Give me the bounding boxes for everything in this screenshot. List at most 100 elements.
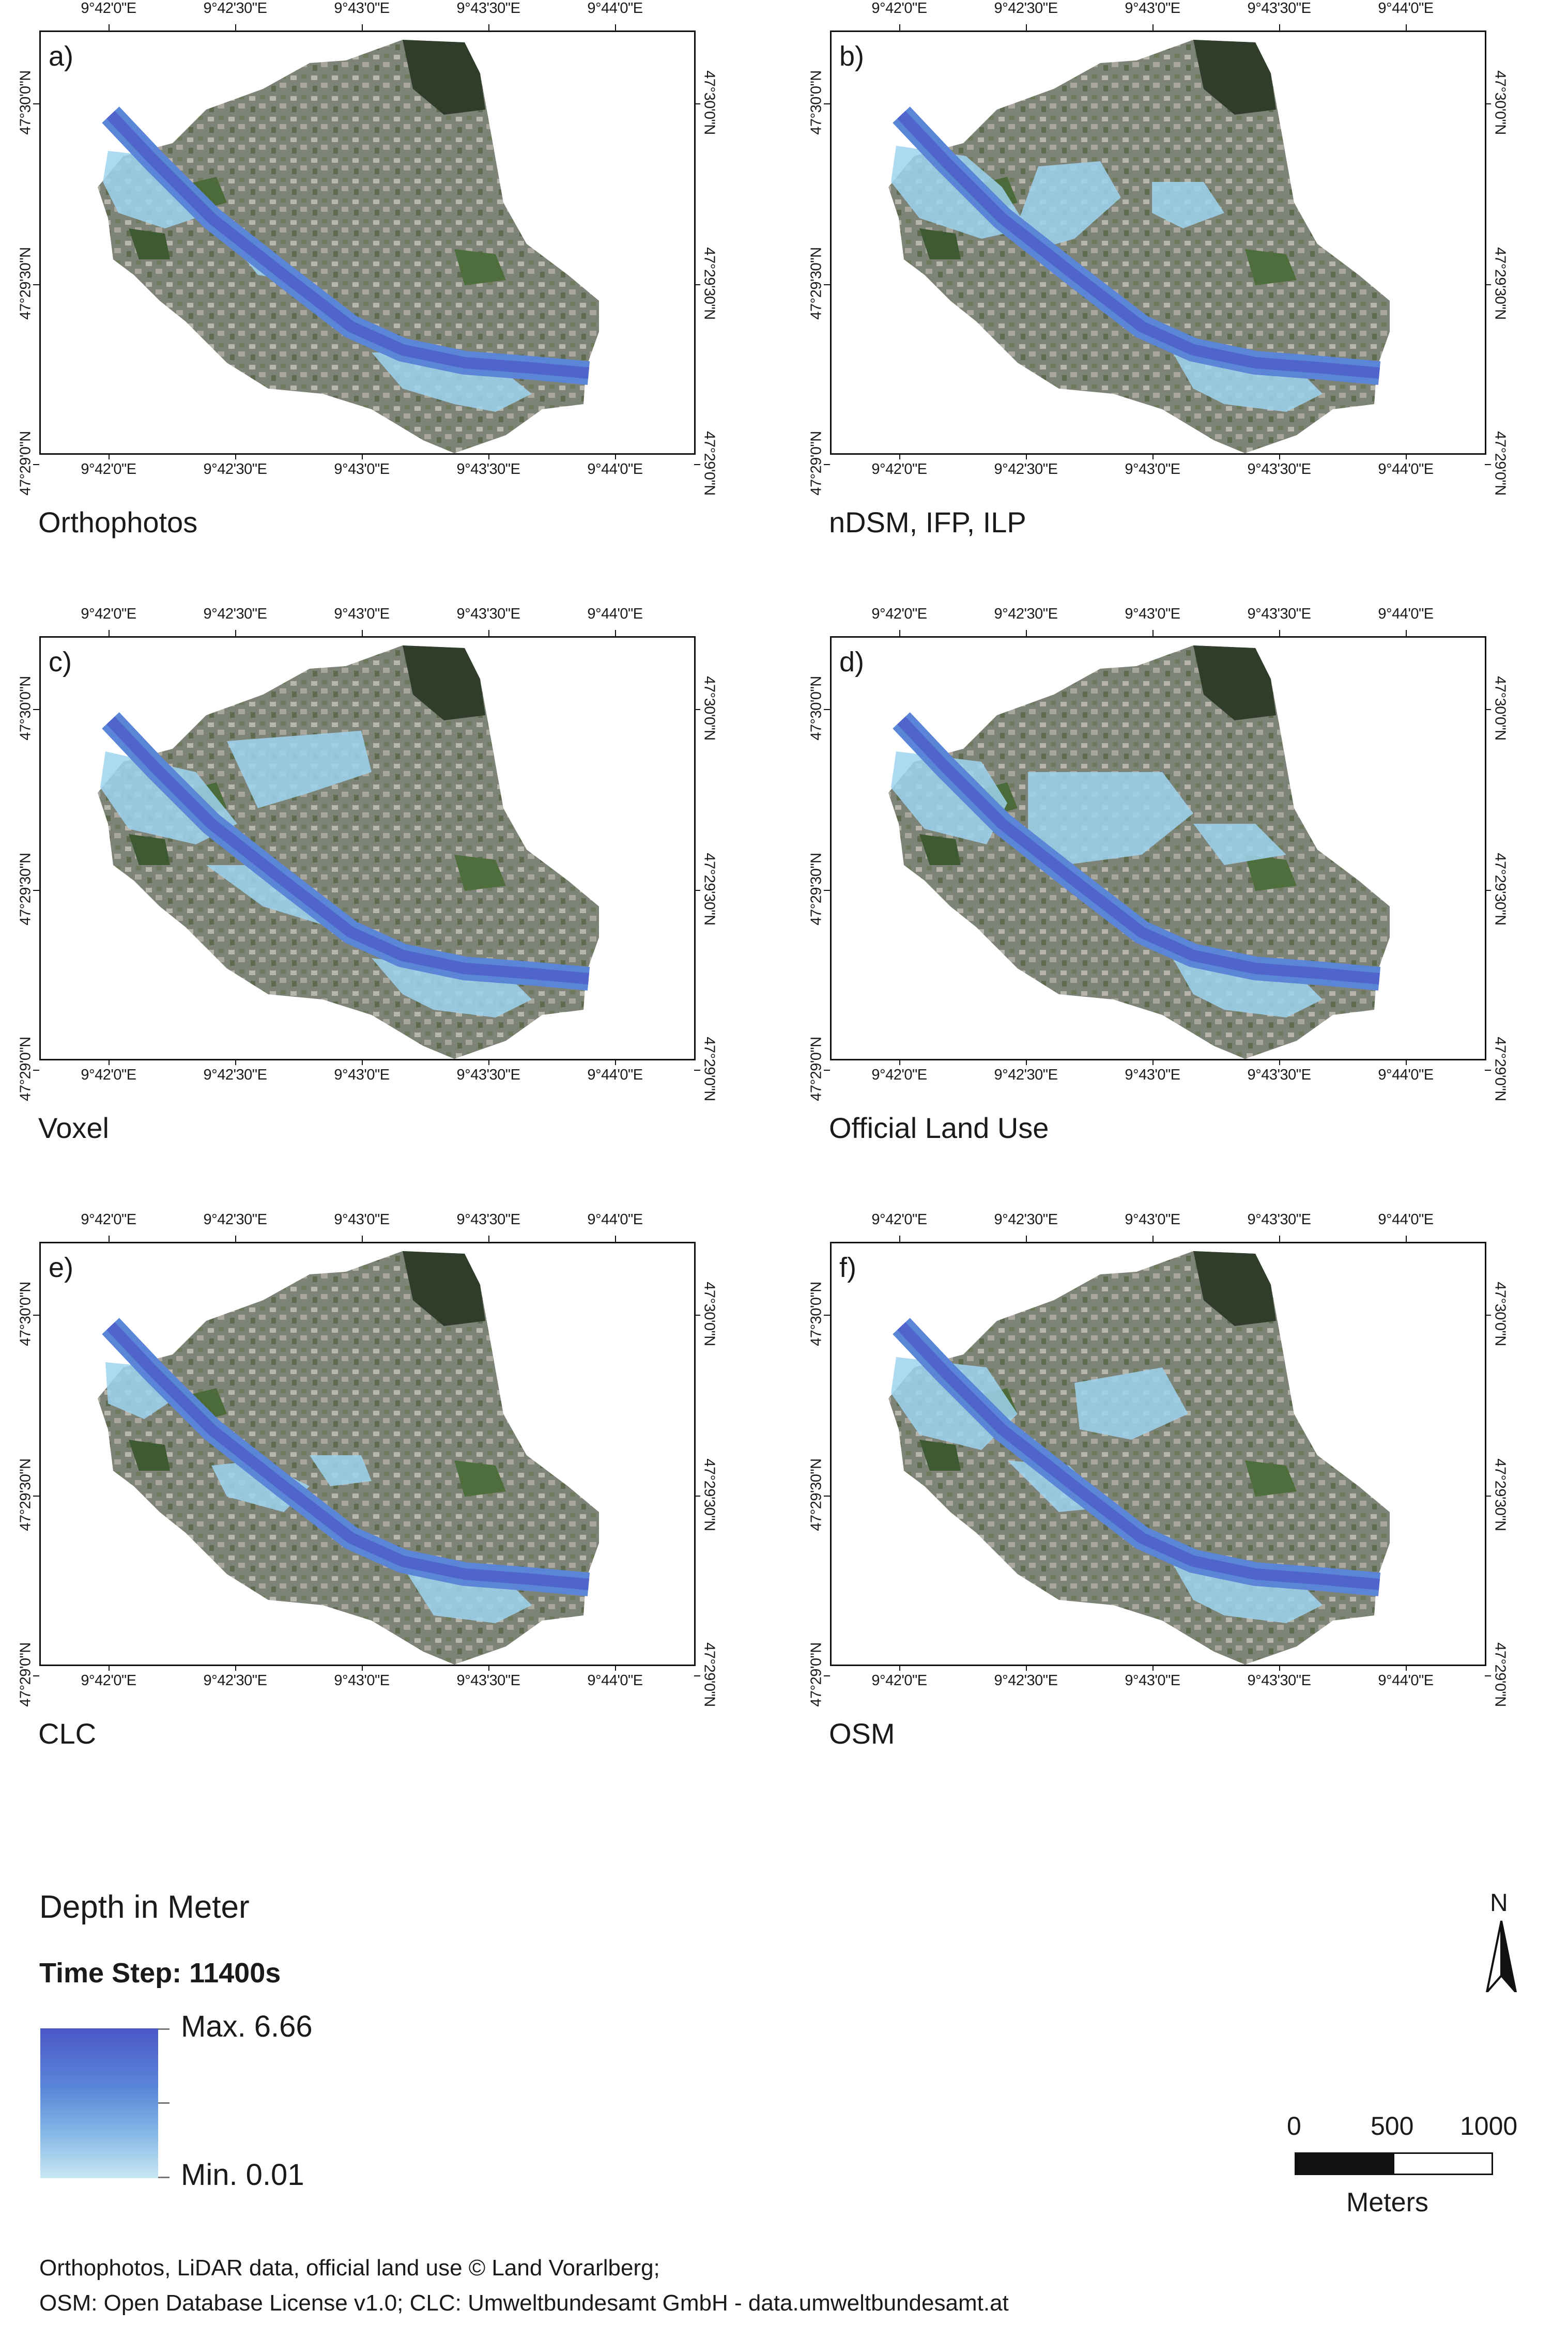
- bottom-lon-tick-label: 9°43'0"E: [1125, 461, 1180, 477]
- panel-letter: e): [49, 1252, 74, 1283]
- bottom-lon-tick-label: 9°42'30"E: [994, 1672, 1058, 1689]
- frame-tick: [235, 1236, 236, 1242]
- frame-tick: [1279, 1059, 1280, 1065]
- left-lat-tick-label: 47°29'0"N: [17, 1037, 34, 1101]
- frame-tick: [1485, 1070, 1491, 1071]
- frame-tick: [362, 453, 363, 459]
- left-lat-tick-label: 47°29'0"N: [808, 1642, 825, 1707]
- frame-tick: [1026, 630, 1027, 636]
- scale-label-500: 500: [1371, 2112, 1414, 2140]
- frame-tick: [1279, 1665, 1280, 1671]
- frame-tick: [488, 1236, 489, 1242]
- left-lat-tick-label: 47°30'0"N: [808, 676, 825, 741]
- bottom-lon-tick-label: 9°42'30"E: [994, 1067, 1058, 1083]
- frame-tick: [109, 1665, 110, 1671]
- frame-tick: [235, 1665, 236, 1671]
- field-area: [129, 834, 170, 865]
- frame-tick: [694, 709, 700, 710]
- bottom-lon-tick-label: 9°42'0"E: [871, 1672, 927, 1689]
- map-frame: [39, 636, 696, 1060]
- frame-tick: [1152, 24, 1154, 30]
- flood-map: [98, 645, 599, 1059]
- legend-tick-mid: [158, 2102, 170, 2104]
- bottom-lon-tick-label: 9°44'0"E: [1378, 461, 1434, 477]
- panel-caption: Orthophotos: [38, 506, 198, 538]
- top-lon-tick-label: 9°42'30"E: [203, 606, 267, 622]
- frame-tick: [694, 103, 700, 104]
- top-lon-tick-label: 9°43'0"E: [334, 1211, 390, 1228]
- frame-tick: [1026, 1236, 1027, 1242]
- frame-tick: [824, 890, 830, 891]
- frame-tick: [33, 890, 39, 891]
- field-area: [454, 249, 506, 285]
- map-panel-d: 9°42'0"E 9°42'0"E 9°42'30"E 9°42'30"E 9°43'0…: [796, 606, 1530, 1164]
- bottom-lon-tick-label: 9°43'30"E: [1247, 1067, 1311, 1083]
- river-deep: [897, 1322, 1380, 1590]
- frame-tick: [1026, 453, 1027, 459]
- top-lon-tick-label: 9°42'30"E: [994, 0, 1058, 17]
- frame-tick: [1279, 453, 1280, 459]
- frame-tick: [33, 709, 39, 710]
- top-lon-tick-label: 9°42'0"E: [81, 1211, 136, 1228]
- frame-tick: [899, 1236, 900, 1242]
- right-lat-tick-label: 47°29'30"N: [1492, 1458, 1509, 1531]
- frame-tick: [1406, 1059, 1407, 1065]
- field-area: [919, 834, 961, 865]
- frame-tick: [1152, 1059, 1154, 1065]
- credits-line-2: OSM: Open Database License v1.0; CLC: Um…: [39, 2290, 1009, 2316]
- frame-tick: [615, 1665, 616, 1671]
- legend-tick-max: [158, 2028, 170, 2030]
- left-lat-tick-label: 47°29'30"N: [808, 853, 825, 926]
- left-lat-tick-label: 47°29'30"N: [808, 1458, 825, 1531]
- right-lat-tick-label: 47°29'30"N: [701, 1458, 718, 1531]
- top-lon-tick-label: 9°43'30"E: [456, 1211, 520, 1228]
- bottom-lon-tick-label: 9°42'30"E: [203, 1067, 267, 1083]
- field-area: [1245, 855, 1297, 891]
- left-lat-tick-label: 47°29'30"N: [17, 247, 34, 320]
- flood-extent: [1074, 1367, 1188, 1440]
- right-lat-tick-label: 47°29'30"N: [701, 247, 718, 320]
- frame-tick: [488, 24, 489, 30]
- frame-tick: [1279, 24, 1280, 30]
- left-lat-tick-label: 47°29'0"N: [808, 1037, 825, 1101]
- right-lat-tick-label: 47°30'0"N: [701, 70, 718, 135]
- right-lat-tick-label: 47°30'0"N: [1492, 70, 1509, 135]
- left-lat-tick-label: 47°29'0"N: [808, 431, 825, 496]
- flood-extent: [227, 731, 372, 808]
- right-lat-tick-label: 47°29'0"N: [1492, 1037, 1509, 1101]
- top-lon-tick-label: 9°43'30"E: [1247, 606, 1311, 622]
- frame-tick: [1406, 24, 1407, 30]
- bottom-lon-tick-label: 9°44'0"E: [587, 1067, 643, 1083]
- frame-tick: [1485, 1675, 1491, 1676]
- frame-tick: [1406, 1665, 1407, 1671]
- frame-tick: [615, 1236, 616, 1242]
- top-lon-tick-label: 9°42'0"E: [871, 0, 927, 17]
- right-lat-tick-label: 47°29'30"N: [1492, 853, 1509, 926]
- scale-bar-black: [1295, 2152, 1396, 2175]
- frame-tick: [1485, 1496, 1491, 1497]
- frame-tick: [1152, 453, 1154, 459]
- field-area: [919, 228, 961, 259]
- panel-caption: nDSM, IFP, ILP: [829, 506, 1026, 538]
- frame-tick: [1406, 630, 1407, 636]
- frame-tick: [488, 1059, 489, 1065]
- bottom-lon-tick-label: 9°43'0"E: [334, 1067, 390, 1083]
- right-lat-tick-label: 47°30'0"N: [1492, 1282, 1509, 1346]
- forest-area: [1193, 40, 1276, 115]
- left-lat-tick-label: 47°30'0"N: [808, 70, 825, 135]
- left-lat-tick-label: 47°29'0"N: [17, 1642, 34, 1707]
- field-area: [1245, 249, 1297, 285]
- frame-tick: [824, 464, 830, 465]
- flood-extent: [1028, 772, 1193, 865]
- flood-extent: [206, 865, 330, 927]
- right-lat-tick-label: 47°30'0"N: [701, 1282, 718, 1346]
- scale-label-0: 0: [1287, 2112, 1301, 2140]
- frame-tick: [1026, 1059, 1027, 1065]
- top-lon-tick-label: 9°44'0"E: [587, 0, 643, 17]
- frame-tick: [109, 1059, 110, 1065]
- flood-extent: [891, 751, 1007, 844]
- bottom-lon-tick-label: 9°42'0"E: [871, 461, 927, 477]
- map-frame: [830, 1242, 1486, 1666]
- top-lon-tick-label: 9°44'0"E: [1378, 0, 1434, 17]
- right-lat-tick-label: 47°30'0"N: [1492, 676, 1509, 741]
